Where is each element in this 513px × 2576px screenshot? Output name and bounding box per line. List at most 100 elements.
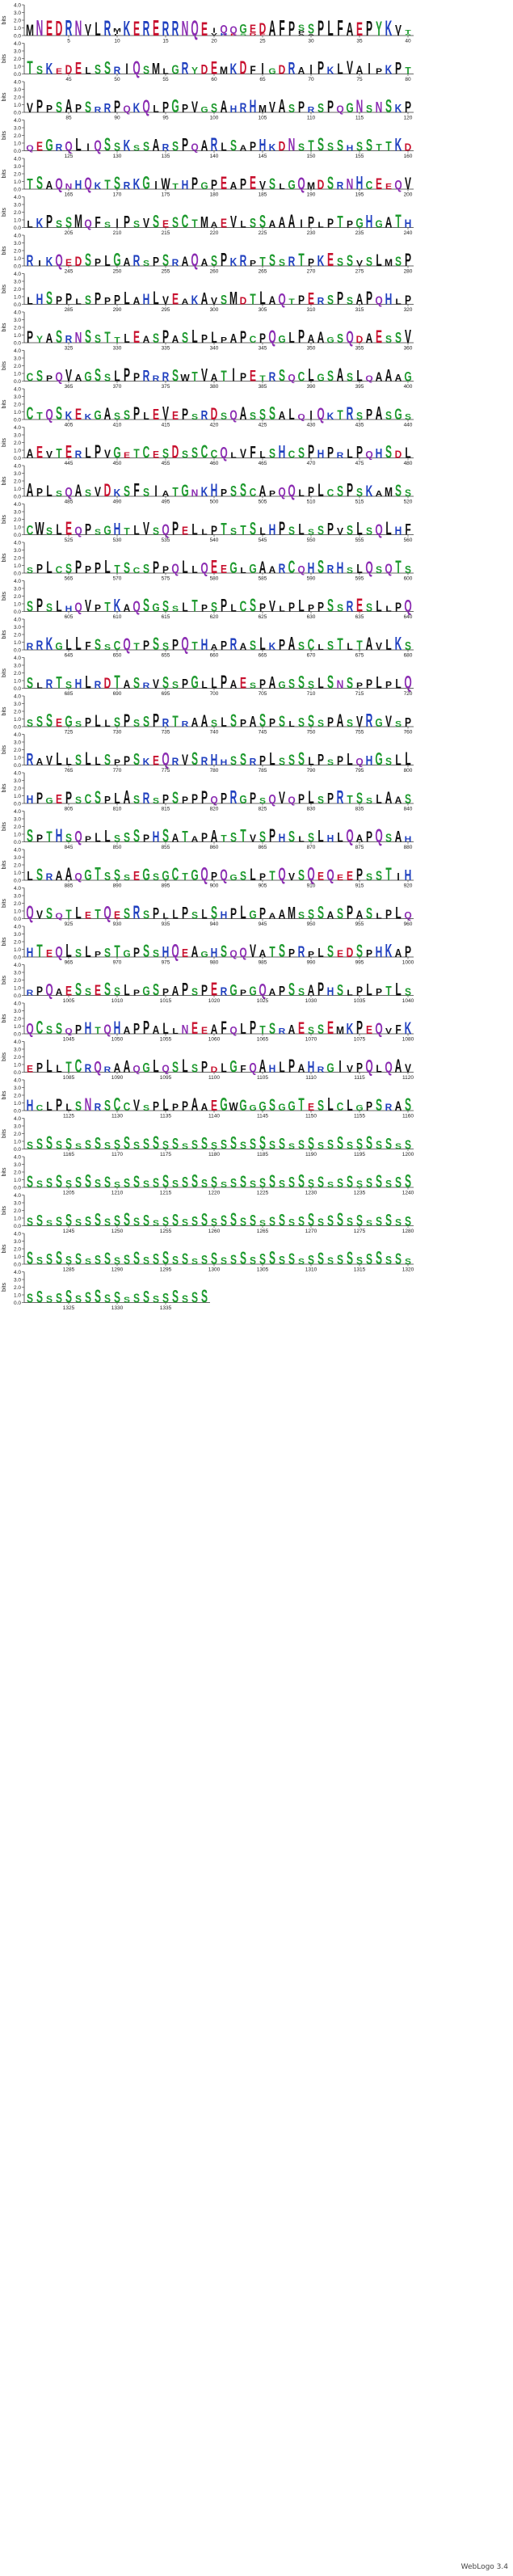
logo-letter: K — [46, 634, 53, 654]
logo-letter: S — [114, 1289, 120, 1307]
logo-letter: G — [375, 749, 382, 769]
logo-letter: S — [250, 681, 257, 690]
y-tick-label: 1.0 — [14, 179, 21, 185]
logo-letter: Q — [278, 291, 285, 309]
logo-letter: P — [366, 1098, 372, 1113]
logo-letter: P — [279, 517, 285, 538]
logo-letter: S — [308, 908, 314, 922]
logo-letter: M — [220, 65, 228, 77]
logo-letter: P — [36, 486, 43, 499]
x-tick-label: 900 — [210, 883, 219, 889]
logo-letter: P — [172, 638, 179, 654]
logo-letter: S — [65, 1178, 72, 1191]
x-tick-label: 90 — [114, 116, 120, 121]
logo-letter: S — [327, 293, 334, 308]
logo-letter: Q — [229, 1025, 238, 1037]
logo-letter: S — [221, 1181, 228, 1190]
logo-letter: S — [153, 980, 159, 999]
logo-letter: S — [366, 1132, 372, 1153]
y-tick-label: 4.0 — [14, 1193, 21, 1199]
logo-letter: L — [327, 17, 333, 41]
x-tick-label: 975 — [162, 960, 170, 966]
x-tick-label: 875 — [355, 845, 364, 850]
logo-letter: R — [279, 1027, 286, 1036]
y-tick-label: 4.0 — [14, 541, 21, 546]
logo-letter: P — [308, 441, 314, 462]
logo-letter: S — [405, 639, 411, 652]
y-tick-label: 4.0 — [14, 809, 21, 815]
y-tick-label: 3.0 — [14, 1048, 21, 1053]
x-tick-label: 685 — [65, 691, 74, 697]
logo-letter: S — [317, 523, 324, 538]
x-tick-label: 650 — [113, 653, 122, 659]
y-tick-label: 1.0 — [14, 563, 21, 569]
logo-letter: P — [269, 490, 276, 499]
logo-letter: R — [85, 1061, 92, 1074]
logo-letter: S — [75, 1293, 82, 1305]
logo-letter: E — [376, 175, 382, 193]
logo-letter: L — [317, 945, 324, 959]
logo-letter: A — [376, 403, 383, 424]
logo-letter: S — [230, 710, 237, 731]
logo-letter: H — [114, 1018, 121, 1038]
logo-letter: S — [27, 1173, 33, 1191]
logo-letter: Q — [220, 866, 227, 884]
logo-letter: V — [356, 715, 364, 731]
logo-letter: H — [221, 32, 228, 36]
x-tick-label: 545 — [259, 538, 267, 543]
logo-letter: Q — [404, 597, 411, 615]
logo-letter: C — [114, 1094, 121, 1115]
logo-letter: L — [376, 912, 381, 921]
logo-letter: P — [347, 219, 353, 230]
logo-letter: Q — [55, 175, 62, 193]
logo-letter: D — [104, 676, 111, 692]
logo-letter: S — [124, 874, 131, 883]
logo-letter: A — [240, 144, 247, 153]
logo-letter: G — [394, 406, 402, 424]
logo-letter: S — [356, 941, 363, 961]
y-tick-label: 2.0 — [14, 1094, 21, 1099]
logo-letter: I — [397, 871, 399, 883]
logo-letter: S — [75, 753, 82, 769]
y-tick-label: 0.0 — [14, 1109, 21, 1115]
logo-letter: Y — [191, 65, 198, 77]
logo-letter: Q — [200, 863, 208, 884]
logo-letter: S — [327, 1181, 334, 1190]
x-tick-label: 200 — [404, 192, 413, 198]
logo-letter: T — [46, 829, 53, 845]
logo-letter: S — [327, 173, 334, 193]
logo-letter: L — [288, 331, 294, 347]
logo-letter: S — [75, 1217, 82, 1229]
logo-letter: T — [269, 869, 275, 883]
logo-letter: P — [385, 907, 392, 921]
logo-letter: P — [221, 336, 228, 345]
logo-letter: S — [143, 1255, 149, 1267]
logo-letter: S — [153, 1219, 160, 1228]
logo-letter: S — [36, 368, 43, 386]
logo-letter: K — [395, 135, 402, 155]
x-tick-label: 1165 — [63, 1152, 74, 1157]
logo-letter: S — [124, 1133, 130, 1153]
logo-letter: A — [211, 1022, 218, 1037]
logo-letter: T — [385, 864, 391, 884]
logo-letter: Q — [94, 138, 101, 154]
logo-letter: P — [356, 1061, 363, 1076]
logo-letter: S — [279, 366, 285, 385]
x-tick-label: 325 — [65, 346, 74, 352]
logo-letter: S — [172, 1178, 179, 1191]
logo-letter: W — [229, 1100, 238, 1113]
logo-letter: H — [259, 136, 267, 154]
logo-letter: S — [172, 605, 179, 613]
logo-letter: S — [162, 641, 169, 653]
logo-letter: S — [327, 1213, 334, 1229]
x-tick-label: 275 — [355, 269, 364, 275]
logo-letter: P — [56, 293, 62, 306]
logo-letter: T — [114, 563, 120, 575]
logo-letter: S — [240, 868, 246, 883]
logo-letter: S — [65, 1211, 72, 1229]
logo-letter: G — [355, 217, 363, 231]
logo-letter: E — [221, 563, 227, 575]
y-tick-label: 2.0 — [14, 901, 21, 907]
logo-letter: Q — [171, 940, 179, 961]
logo-letter: A — [269, 912, 276, 921]
